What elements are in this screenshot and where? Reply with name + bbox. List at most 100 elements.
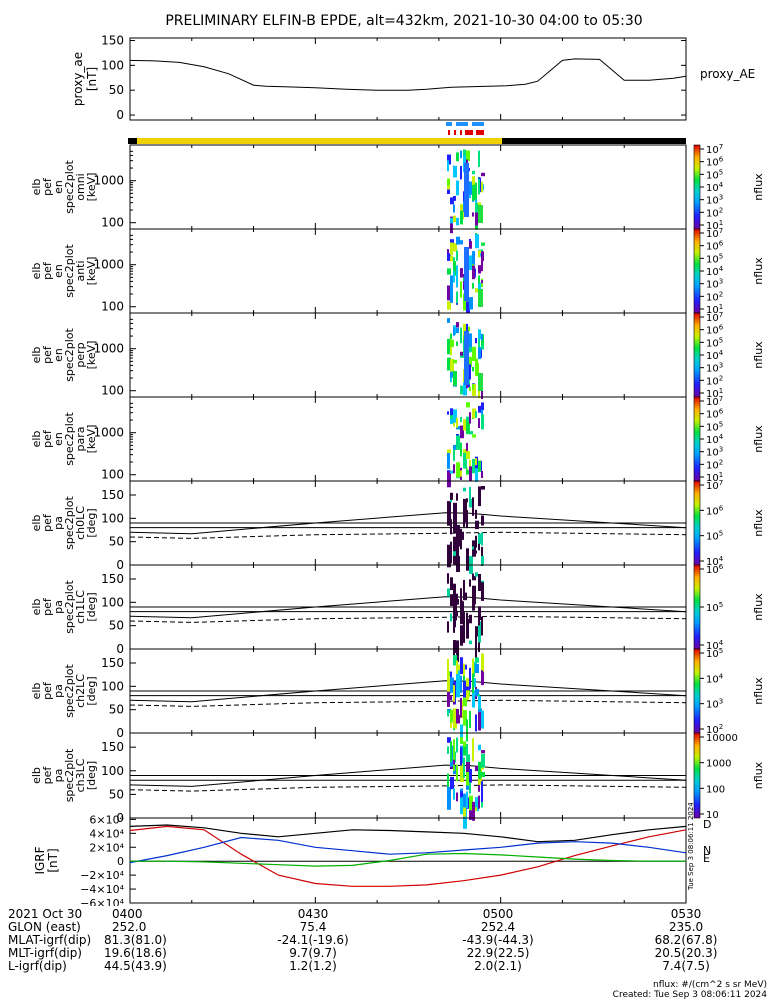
spectrogram-pixel [463, 663, 465, 676]
science-zone-marker [472, 122, 484, 126]
panel-ylabel: ch1LC [74, 590, 87, 624]
spectrogram-pixel [456, 341, 458, 346]
spectrogram-pixel [469, 795, 473, 811]
spectrogram-pixel [463, 757, 465, 778]
colorbar-tick-label: 106 [706, 408, 724, 421]
colorbar-tick-label: 106 [706, 563, 724, 576]
spectrogram-pixel [472, 603, 475, 611]
spectrogram-pixel [469, 347, 472, 352]
spectrogram-pixel [447, 449, 451, 454]
spectrogram-pixel [475, 212, 478, 226]
proxy-ae-frame [129, 37, 687, 121]
spectrogram-pixel [472, 673, 474, 694]
spectrogram-pixel [460, 281, 462, 298]
spectrogram-pixel [469, 498, 473, 508]
spectrogram-pixel [447, 411, 449, 415]
spectrogram-pixel [475, 535, 477, 548]
side-stamp: Tue Sep 3 08:06:11 2024 [687, 802, 695, 891]
colorbar-gradient [693, 144, 701, 230]
spectrogram-pixel [453, 215, 456, 222]
spectrogram-pixel [456, 322, 459, 328]
colorbar-tick-label: 103 [706, 698, 723, 711]
spectrogram-pixel [463, 506, 466, 523]
spectrogram-pixel [469, 710, 471, 729]
spectrogram-pixel [460, 724, 463, 744]
ytick-label: −2×10⁴ [80, 869, 124, 882]
panel-ylabel: [nT] [46, 848, 60, 872]
panel-ylabel: spec2plot [63, 748, 76, 802]
spectrogram-pixel [472, 251, 475, 265]
ytick-label: 0 [116, 642, 124, 656]
colorbar-gradient [693, 396, 701, 482]
colorbar-ch3: 10 100 1000 10000 nflux [693, 732, 765, 821]
spectrogram-pixel [450, 359, 454, 373]
ytick-label: 150 [101, 33, 124, 47]
footer-value: 7.4(7.5) [662, 959, 710, 973]
spectrogram-pixel [453, 409, 457, 423]
ytick-label: 4×10⁴ [89, 827, 124, 840]
colorbar-gradient [693, 648, 701, 734]
spectrogram-pixel [472, 546, 474, 550]
spectrogram-pixel [450, 217, 453, 224]
spectrogram-pixel [481, 402, 484, 411]
colorbar-gradient [693, 732, 701, 819]
spectrogram-pixel [453, 444, 457, 450]
spectrogram-pixel [450, 613, 452, 622]
igrf-panel: 6×10⁴4×10⁴2×10⁴0−2×10⁴−4×10⁴−6×10⁴DNEIGR… [33, 813, 711, 906]
colorbar-tick-label: 105 [706, 168, 723, 181]
spectrogram-pixel [453, 739, 455, 760]
figure: PRELIMINARY ELFIN-B EPDE, alt=432km, 202… [30, 13, 765, 906]
proxy-ae-ylabel-2: [nT] [85, 67, 99, 91]
spectrogram-pixel [460, 528, 462, 550]
spectrogram-pixel [453, 551, 456, 556]
panel-frame [129, 312, 687, 398]
spectrogram-pixel [478, 347, 481, 360]
spectrogram-pixel [478, 384, 480, 399]
panel-ylabel: elb [30, 599, 43, 616]
panel-ylabel: elb [30, 431, 43, 448]
colorbars: 101102103104105106107nflux10110210310410… [693, 143, 765, 821]
spectrogram-pixel [481, 251, 484, 261]
panel-ylabel: elb [30, 179, 43, 196]
spectrogram-pixel [466, 301, 470, 313]
spectrogram-pixel [469, 640, 472, 645]
panel-ylabel: elb [30, 767, 43, 784]
colorbar-tick-label: 105 [706, 601, 723, 614]
spectrogram-pixel [481, 486, 485, 490]
panel-ylabel: [deg] [85, 676, 98, 705]
spectrogram-pixel [460, 797, 463, 815]
units-note: nflux: #/(cm^2 s sr MeV) [653, 980, 767, 990]
colorbar-gradient [693, 228, 701, 314]
spectrogram-pixel [447, 573, 449, 584]
spectrogram-pixel [456, 236, 460, 245]
spectrogram-pixel [481, 582, 484, 601]
spectrogram-pixel [460, 150, 462, 159]
colorbar-tick-label: 103 [706, 446, 723, 459]
panel-ylabel: anti [74, 260, 87, 281]
spectrogram-pixel [453, 655, 457, 666]
footer-value: 252.0 [112, 920, 147, 934]
panel-ylabel: [deg] [85, 592, 98, 621]
panel-ylabel: pa [52, 769, 65, 783]
spectrogram-pixel [481, 172, 485, 177]
footer-value: 2.0(2.1) [474, 959, 522, 973]
spectrogram-pixel [450, 256, 453, 262]
spectrogram-pixel [460, 763, 464, 782]
proxy-ae-panel: 0 50 100 150 proxy_AE proxy_ae [nT] [71, 33, 755, 122]
spectrogram-pixel [447, 786, 451, 810]
spectrogram-pixel [456, 714, 460, 724]
spectrogram-pixel [472, 184, 475, 201]
ytick-label: 2×10⁴ [89, 841, 124, 854]
spectrogram-pixel [472, 459, 476, 474]
spectrogram-pixel [481, 254, 483, 272]
spectrogram-pixel [456, 737, 458, 753]
spectrogram-pixel [478, 289, 483, 307]
ytick-label: −4×10⁴ [80, 883, 124, 896]
